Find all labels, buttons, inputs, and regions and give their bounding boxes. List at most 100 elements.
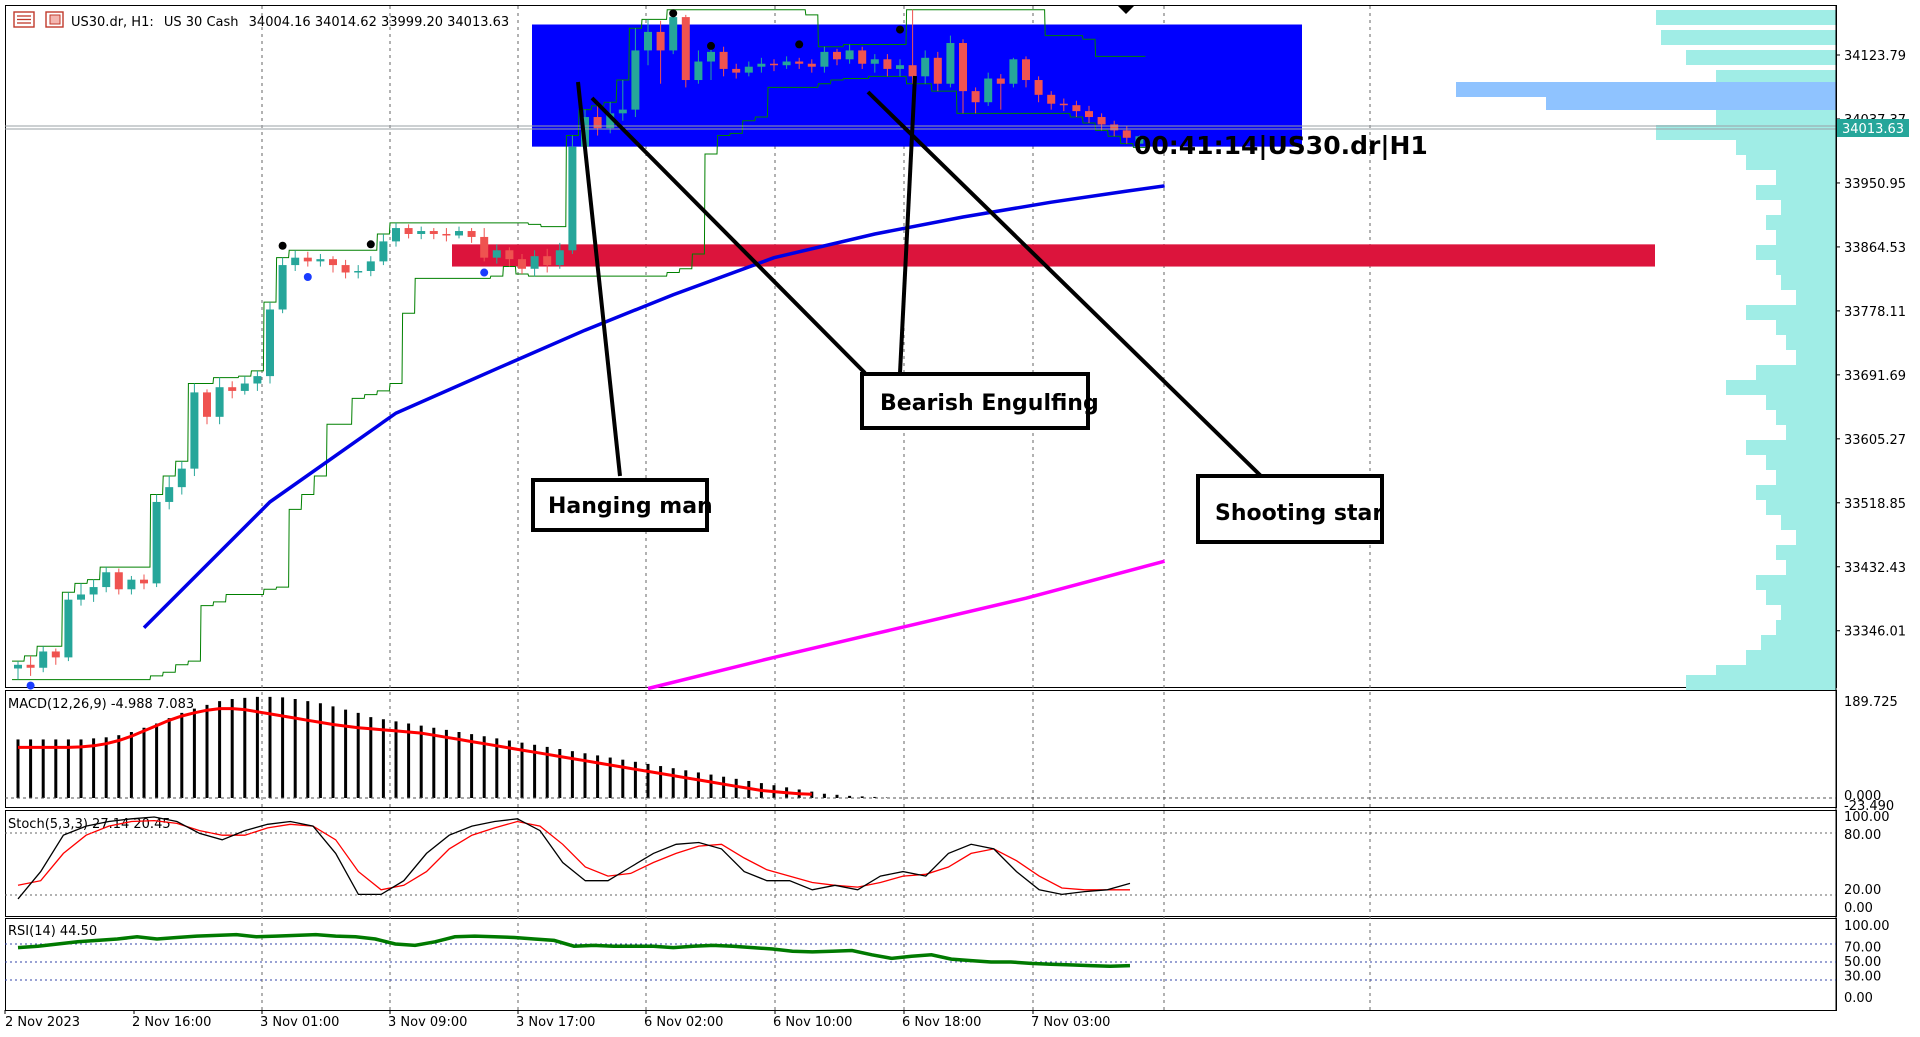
window-icon[interactable] xyxy=(45,11,64,28)
bearish-engulfing-arrow-2 xyxy=(898,75,917,374)
volume-profile-bar xyxy=(1746,305,1836,320)
time-axis: 2 Nov 2023 2 Nov 16:00 3 Nov 01:00 3 Nov 09… xyxy=(4,1010,1110,1030)
candle xyxy=(707,46,715,81)
volume-profile-bar xyxy=(1766,590,1836,605)
annotation-shooting-star-label: Shooting star xyxy=(1215,501,1383,526)
price-channel-upper xyxy=(12,9,1146,662)
volume-profile-bar xyxy=(1796,530,1836,545)
time-tick-label: 6 Nov 18:00 xyxy=(902,1015,981,1030)
candle xyxy=(719,46,728,77)
candle xyxy=(303,251,312,267)
volume-profile-bar xyxy=(1786,335,1836,350)
shooting-star-arrow xyxy=(866,90,1264,479)
candle xyxy=(555,242,564,269)
annotation-shooting-star[interactable]: Shooting star xyxy=(1196,474,1384,544)
candle xyxy=(429,228,438,240)
annotation-bearish-engulfing[interactable]: Bearish Engulfing xyxy=(860,372,1099,430)
price-channel-lower xyxy=(12,75,1146,681)
candle xyxy=(795,57,804,69)
volume-profile-bar xyxy=(1776,470,1836,485)
candle xyxy=(39,646,48,673)
rsi-tick-label: 30.00 xyxy=(1844,969,1881,984)
price-tick-label: 33950.95 xyxy=(1844,177,1906,192)
time-tick-label: 7 Nov 03:00 xyxy=(1031,1015,1110,1030)
candle xyxy=(770,59,778,72)
macd-panel[interactable]: MACD(12,26,9) -4.988 7.083 xyxy=(5,696,1836,799)
candle xyxy=(593,105,602,136)
instrument-label: US 30 Cash xyxy=(164,15,239,30)
candle xyxy=(203,389,211,425)
price-tick-label: 33691.69 xyxy=(1844,369,1906,384)
time-tick-label: 3 Nov 09:00 xyxy=(388,1015,467,1030)
candle xyxy=(845,44,854,64)
volume-profile-bar xyxy=(1776,170,1836,185)
ema-slow-line xyxy=(647,559,1166,691)
fractal-down-marker xyxy=(480,268,489,277)
annotation-hanging-man[interactable]: Hanging man xyxy=(531,478,713,532)
candle xyxy=(618,80,627,121)
stoch-main-line xyxy=(17,816,1131,900)
candle xyxy=(253,370,262,391)
price-tick-label: 33605.27 xyxy=(1844,433,1906,448)
annotation-bearish-engulfing-label: Bearish Engulfing xyxy=(880,391,1099,416)
list-icon[interactable] xyxy=(13,11,35,28)
candle xyxy=(492,244,501,264)
volume-profile-bar xyxy=(1716,70,1836,85)
volume-profile-bar xyxy=(1776,410,1836,425)
volume-profile-bar xyxy=(1686,675,1836,690)
candle xyxy=(291,250,300,271)
stochastic-panel[interactable]: Stoch(5,3,3) 27.14 20.45 xyxy=(5,816,1836,900)
time-tick-label: 2 Nov 2023 xyxy=(5,1015,80,1030)
candle xyxy=(744,61,753,77)
demand-zone[interactable] xyxy=(452,244,1655,267)
candle xyxy=(959,39,967,114)
candle xyxy=(215,377,224,425)
fractal-markers xyxy=(26,9,904,690)
price-tick-label: 33864.53 xyxy=(1844,241,1906,256)
macd-tick-label: 0.000 xyxy=(1844,789,1881,804)
candle-timer: 00:41:14|US30.dr|H1 xyxy=(1134,131,1428,160)
candle xyxy=(392,222,400,247)
price-axis: 34123.7934037.3733950.9533864.5333778.11… xyxy=(1835,5,1906,1010)
candle xyxy=(631,28,640,118)
candle xyxy=(530,250,539,277)
price-panel[interactable]: 00:41:14|US30.dr|H1 xyxy=(5,6,1836,691)
volume-profile-bar xyxy=(1776,545,1836,560)
volume-profile-bar xyxy=(1686,50,1836,65)
candle xyxy=(278,257,287,314)
stoch-tick-label: 80.00 xyxy=(1844,828,1881,843)
rsi-panel[interactable]: RSI(14) 44.50 xyxy=(5,924,1836,981)
volume-profile-bar xyxy=(1796,290,1836,305)
stoch-tick-label: 100.00 xyxy=(1844,810,1890,825)
candle xyxy=(518,253,526,274)
candle xyxy=(114,568,123,595)
candle xyxy=(807,59,816,73)
candle xyxy=(177,461,186,495)
volume-profile-bar xyxy=(1776,230,1836,245)
price-tick-label: 33518.85 xyxy=(1844,497,1906,512)
candle xyxy=(480,228,489,262)
symbol-label: US30.dr, H1: xyxy=(71,15,154,30)
candles xyxy=(14,9,1144,680)
volume-profile-bar xyxy=(1776,620,1836,635)
candle xyxy=(51,648,60,665)
candle xyxy=(341,259,350,279)
candle xyxy=(1097,113,1106,131)
candle xyxy=(316,253,325,267)
candle xyxy=(1059,98,1068,112)
shift-marker[interactable] xyxy=(1118,6,1134,14)
price-tick-label: 33432.43 xyxy=(1844,561,1906,576)
candle xyxy=(1009,57,1018,88)
macd-tick-label: 189.725 xyxy=(1844,695,1898,710)
ohlc-values: 34004.16 34014.62 33999.20 34013.63 xyxy=(249,15,510,30)
candle xyxy=(64,592,73,662)
stoch-signal-line xyxy=(17,819,1130,891)
candle xyxy=(190,383,199,477)
candle xyxy=(858,46,867,69)
annotation-hanging-man-label: Hanging man xyxy=(548,494,713,519)
candle xyxy=(505,247,514,267)
current-price-tag: 34013.63 xyxy=(1837,119,1909,137)
